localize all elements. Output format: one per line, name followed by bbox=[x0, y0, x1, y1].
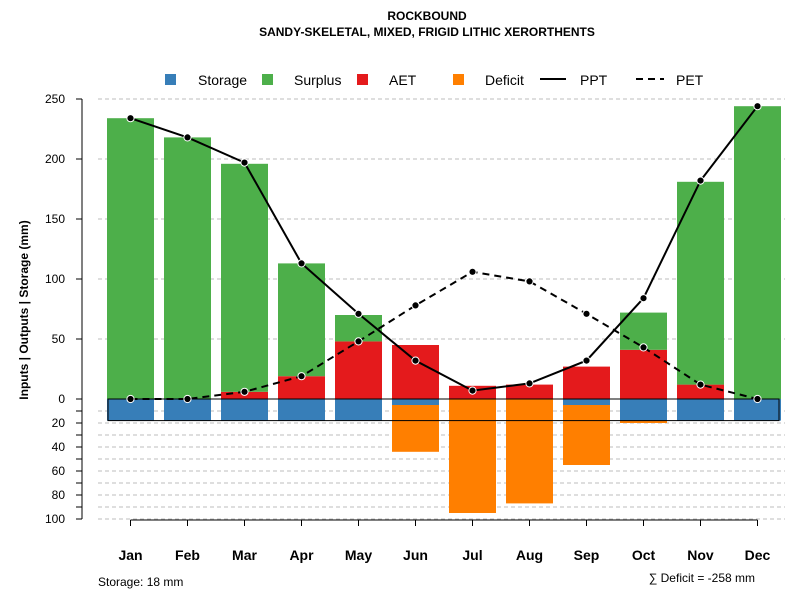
y-tick-label: 100 bbox=[45, 272, 65, 286]
x-tick-label: Jan bbox=[118, 547, 142, 563]
x-tick-label: Jul bbox=[462, 547, 482, 563]
legend-surplus-label: Surplus bbox=[294, 72, 341, 88]
storage-bar bbox=[677, 399, 724, 421]
ppt-point bbox=[354, 309, 363, 318]
surplus-bar bbox=[335, 315, 382, 342]
aet-bar bbox=[392, 345, 439, 399]
aet-bar bbox=[506, 384, 553, 399]
storage-bar bbox=[278, 399, 325, 421]
ppt-point bbox=[468, 386, 477, 395]
ppt-point bbox=[297, 259, 306, 268]
x-tick-label: Apr bbox=[289, 547, 314, 563]
y-tick-label: 150 bbox=[45, 212, 65, 226]
aet-bar bbox=[563, 366, 610, 399]
pet-point bbox=[183, 394, 192, 404]
y-tick-label: 100 bbox=[45, 512, 65, 526]
pet-point bbox=[639, 343, 648, 352]
y-tick-label: 80 bbox=[52, 488, 66, 502]
y-tick-label: 20 bbox=[52, 416, 66, 430]
legend-pet-label: PET bbox=[676, 72, 704, 88]
x-tick-label: Dec bbox=[745, 547, 771, 563]
x-tick-label: Sep bbox=[574, 547, 600, 563]
ppt-point bbox=[240, 158, 249, 167]
surplus-bar bbox=[677, 181, 724, 385]
y-axis-title: Inputs | Outputs | Storage (mm) bbox=[17, 220, 31, 399]
legend-deficit-label: Deficit bbox=[485, 72, 524, 88]
chart-subtitle: SANDY-SKELETAL, MIXED, FRIGID LITHIC XER… bbox=[259, 25, 595, 39]
legend-deficit-swatch bbox=[453, 74, 464, 85]
surplus-bar bbox=[107, 118, 154, 399]
legend-ppt-label: PPT bbox=[580, 72, 608, 88]
deficit-bar bbox=[563, 405, 610, 465]
y-tick-label: 40 bbox=[52, 440, 66, 454]
storage-bar bbox=[392, 399, 439, 405]
pet-point bbox=[411, 301, 420, 310]
aet-bar bbox=[278, 376, 325, 399]
ppt-line bbox=[130, 105, 759, 392]
y-tick-label: 250 bbox=[45, 92, 65, 106]
pet-point bbox=[582, 309, 591, 318]
pet-point bbox=[696, 380, 705, 389]
pet-point bbox=[240, 387, 249, 396]
pet-point bbox=[525, 277, 534, 286]
surplus-bar bbox=[164, 137, 211, 399]
x-tick-label: Nov bbox=[687, 547, 714, 563]
storage-bar bbox=[221, 399, 268, 421]
deficit-bar bbox=[449, 399, 496, 513]
deficit-bar bbox=[620, 420, 667, 423]
x-tick-label: Jun bbox=[403, 547, 428, 563]
legend-storage-label: Storage bbox=[198, 72, 247, 88]
ppt-point bbox=[525, 379, 534, 388]
storage-bar bbox=[620, 399, 667, 421]
storage-bar bbox=[563, 399, 610, 405]
storage-bar bbox=[734, 399, 781, 421]
pet-point bbox=[753, 394, 762, 404]
storage-capacity-box bbox=[107, 398, 780, 422]
surplus-bar bbox=[734, 106, 781, 399]
x-tick-label: May bbox=[345, 547, 372, 563]
lines bbox=[126, 102, 762, 404]
surplus-bar bbox=[278, 263, 325, 377]
ppt-point bbox=[753, 102, 762, 111]
gridlines bbox=[98, 98, 785, 520]
legend: Storage Surplus AET Deficit PPT PET bbox=[165, 72, 704, 88]
y-tick-label: 200 bbox=[45, 152, 65, 166]
axes: 0 50 100 150 200 250 20 40 60 80 100 Jan Feb Mar Apr Ma… bbox=[45, 92, 771, 563]
storage-bar bbox=[164, 399, 211, 421]
legend-aet-label: AET bbox=[389, 72, 417, 88]
chart-title: ROCKBOUND bbox=[387, 9, 467, 23]
y-tick-label: 50 bbox=[52, 332, 66, 346]
legend-surplus-swatch bbox=[262, 74, 273, 85]
pet-point bbox=[468, 267, 477, 276]
ppt-point bbox=[639, 294, 648, 303]
x-tick-label: Feb bbox=[175, 547, 200, 563]
deficit-bar bbox=[392, 405, 439, 452]
x-tick-label: Aug bbox=[516, 547, 543, 563]
ppt-point bbox=[696, 176, 705, 185]
x-tick-label: Oct bbox=[632, 547, 656, 563]
pet-point bbox=[126, 394, 135, 404]
y-tick-label: 60 bbox=[52, 464, 66, 478]
storage-footer: Storage: 18 mm bbox=[98, 575, 183, 589]
aet-bar bbox=[335, 341, 382, 399]
aet-bar bbox=[677, 384, 724, 399]
legend-storage-swatch bbox=[165, 74, 176, 85]
pet-point bbox=[354, 337, 363, 346]
surplus-bar bbox=[221, 163, 268, 392]
deficit-bar bbox=[506, 399, 553, 504]
pet-line bbox=[130, 270, 758, 400]
legend-aet-swatch bbox=[357, 74, 368, 85]
ppt-point bbox=[411, 356, 420, 365]
bars bbox=[107, 106, 781, 513]
pet-point bbox=[297, 372, 306, 381]
y-tick-label: 0 bbox=[58, 392, 65, 406]
ppt-point bbox=[582, 356, 591, 365]
storage-bar bbox=[107, 399, 154, 421]
x-tick-label: Mar bbox=[232, 547, 257, 563]
deficit-footer: ∑ Deficit = -258 mm bbox=[649, 571, 755, 585]
ppt-point bbox=[126, 114, 135, 123]
storage-bar bbox=[335, 399, 382, 421]
ppt-point bbox=[183, 133, 192, 142]
